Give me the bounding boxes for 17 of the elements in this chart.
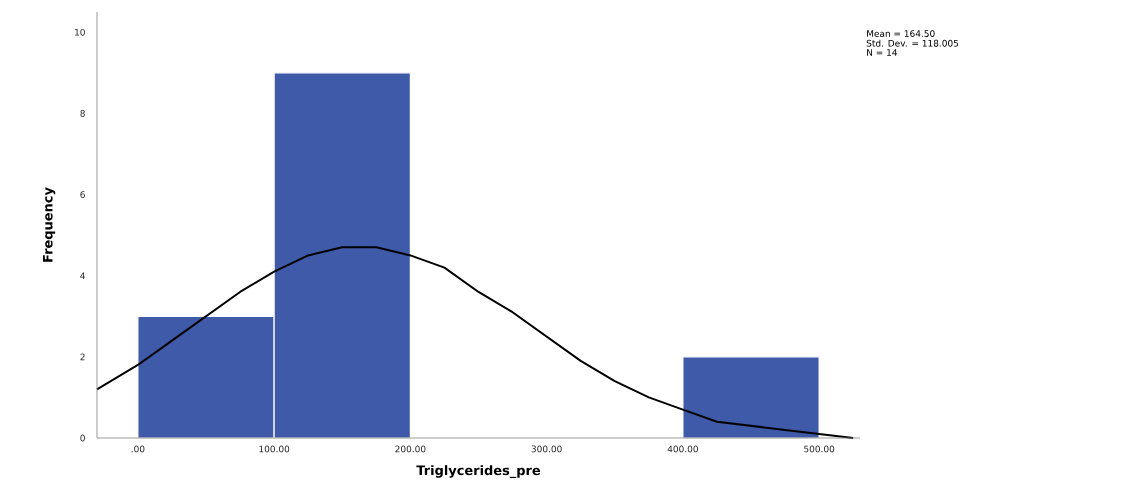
y-tick-label: 8 <box>80 110 85 117</box>
x-tick-label: 300.00 <box>531 445 562 453</box>
text: Std. Dev. = 118.005 <box>866 39 959 47</box>
x-tick-label: 500.00 <box>804 445 835 453</box>
x-tick-label: 100.00 <box>259 445 290 453</box>
text: N = 14 <box>867 49 898 56</box>
x-tick-label: 400.00 <box>667 445 698 453</box>
y-tick-label: 0 <box>80 434 85 442</box>
x-axis-title: Triglycerides_pre <box>416 465 541 479</box>
y-tick-label: 4 <box>80 272 85 279</box>
x-tick-label: 200.00 <box>395 445 426 453</box>
text: Mean = 164.50 <box>867 30 935 37</box>
y-tick-label: 6 <box>80 191 85 198</box>
y-axis-title: Frequency <box>43 187 56 262</box>
x-tick-label: .00 <box>131 445 145 453</box>
y-tick-label: 2 <box>80 353 85 361</box>
y-tick-label: 10 <box>75 28 85 36</box>
